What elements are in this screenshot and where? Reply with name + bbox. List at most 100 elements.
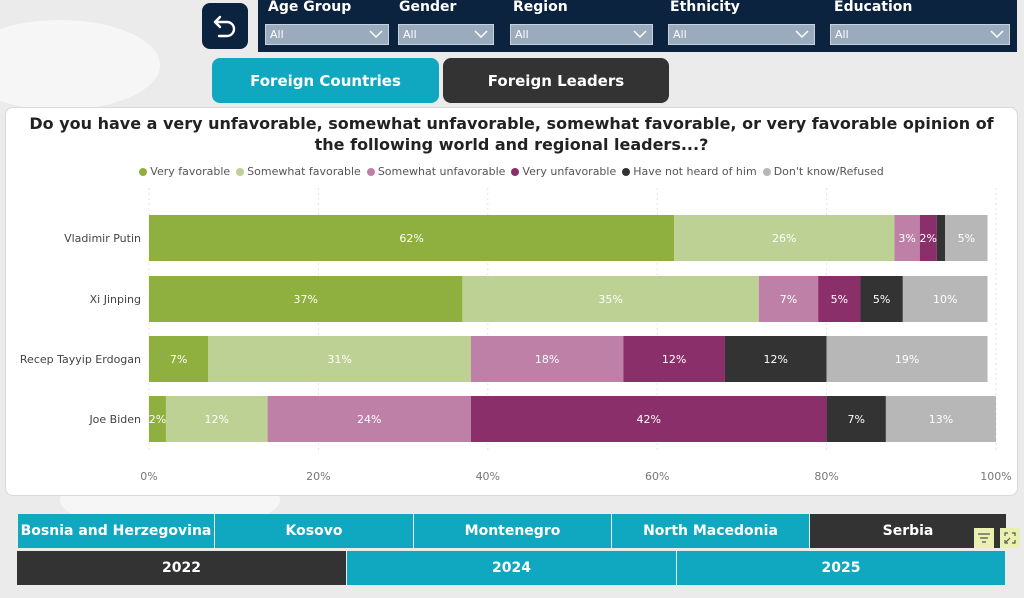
filter-value: All [673,28,687,41]
bar-segment[interactable] [894,215,920,261]
filter-label: Age Group [268,0,352,15]
legend-swatch [511,167,520,176]
country-montenegro[interactable]: Montenegro [414,514,612,548]
bar-segment[interactable] [826,336,988,382]
filter-gender: Gender All [389,0,499,45]
x-tick-label: 20% [306,470,330,483]
legend-label: Very favorable [150,165,231,178]
bar-segment[interactable] [149,336,209,382]
bar-segment[interactable] [758,276,819,322]
data-label: 7% [170,353,187,366]
bar-segment[interactable] [165,396,268,442]
bar-segment[interactable] [919,215,937,261]
filter-label: Education [834,0,913,15]
legend-item[interactable]: Don't know/Refused [762,165,884,178]
legend-item[interactable]: Have not heard of him [622,165,757,178]
chevron-down-icon [990,30,1004,39]
bar-segment[interactable] [885,396,996,442]
bar-segment[interactable] [674,215,895,261]
back-button[interactable] [202,3,248,49]
data-label: 42% [637,413,661,426]
bar-segment[interactable] [724,336,827,382]
bar-segment[interactable] [470,336,624,382]
background-shape [0,20,160,110]
legend-item[interactable]: Somewhat favorable [236,165,361,178]
legend-label: Don't know/Refused [773,165,884,178]
country-bosnia-and-herzegovina[interactable]: Bosnia and Herzegovina [18,514,215,548]
legend-swatch [236,167,245,176]
data-label: 7% [780,293,797,306]
data-label: 7% [848,413,865,426]
x-tick-label: 60% [645,470,669,483]
bar-segment[interactable] [149,276,463,322]
bar-segment[interactable] [818,276,861,322]
bar-segment[interactable] [623,336,725,382]
data-label: 18% [535,353,559,366]
filter-icon[interactable] [974,528,994,548]
filter-value: All [403,28,417,41]
tab-foreign-countries[interactable]: Foreign Countries [212,58,439,103]
data-label: 5% [873,293,890,306]
x-tick-label: 80% [814,470,838,483]
bar-segment[interactable] [860,276,903,322]
filter-region: Region All [503,0,653,45]
legend-item[interactable]: Very unfavorable [511,165,616,178]
focus-mode-icon[interactable] [1000,528,1020,548]
bar-segment[interactable] [267,396,471,442]
chevron-down-icon [369,30,383,39]
filter-bar: Age Group All Gender All Region All Ethn… [258,0,1017,52]
data-label: 35% [598,293,622,306]
data-label: 5% [958,232,975,245]
data-label: 13% [929,413,953,426]
legend-label: Very unfavorable [522,165,617,178]
chart-card: Do you have a very unfavorable, somewhat… [5,107,1018,496]
legend-swatch [622,167,631,176]
data-label: 26% [772,232,796,245]
year-2025[interactable]: 2025 [677,551,1006,585]
chevron-down-icon [474,30,488,39]
chevron-down-icon [795,30,809,39]
data-label: 3% [898,232,915,245]
legend-swatch [139,167,148,176]
filter-value: All [835,28,849,41]
region-select[interactable]: All [510,24,653,45]
data-label: 31% [327,353,351,366]
data-label: 24% [357,413,381,426]
bar-segment[interactable] [462,276,759,322]
year-2022[interactable]: 2022 [17,551,347,585]
bar-segment[interactable] [208,336,471,382]
stacked-bar-chart: 0% 20% 40% 60% 80% 100% Vladimir Putin 62% 26% 3%… [20,188,1012,483]
back-arrow-icon [213,15,236,38]
x-tick-label: 100% [980,470,1011,483]
data-label: 5% [831,293,848,306]
country-north-macedonia[interactable]: North Macedonia [612,514,810,548]
legend-label: Somewhat favorable [247,165,361,178]
x-tick-label: 0% [140,470,157,483]
bar-segment[interactable] [149,215,675,261]
bar-segment[interactable] [149,396,166,442]
legend-item[interactable]: Somewhat unfavorable [366,165,506,178]
bar-segment[interactable] [470,396,827,442]
filter-age-group: Age Group All [258,0,389,45]
legend-label: Somewhat unfavorable [377,165,506,178]
bar-segment[interactable] [902,276,988,322]
category-label: Recep Tayyip Erdogan [20,353,141,366]
legend-item[interactable]: Very favorable [139,165,230,178]
filter-value: All [515,28,529,41]
year-2024[interactable]: 2024 [347,551,677,585]
bar-segment[interactable] [945,215,988,261]
data-label: 2% [149,413,166,426]
education-select[interactable]: All [830,24,1010,45]
filter-education: Education All [824,0,1014,45]
filter-value: All [270,28,284,41]
legend-swatch [762,167,771,176]
age-group-select[interactable]: All [265,24,389,45]
country-kosovo[interactable]: Kosovo [215,514,414,548]
bar-segment[interactable] [936,215,946,261]
legend-label: Have not heard of him [633,165,757,178]
tab-foreign-leaders[interactable]: Foreign Leaders [443,58,669,103]
bar-segment[interactable] [826,396,886,442]
data-label: 10% [933,293,957,306]
ethnicity-select[interactable]: All [668,24,815,45]
gender-select[interactable]: All [398,24,494,45]
